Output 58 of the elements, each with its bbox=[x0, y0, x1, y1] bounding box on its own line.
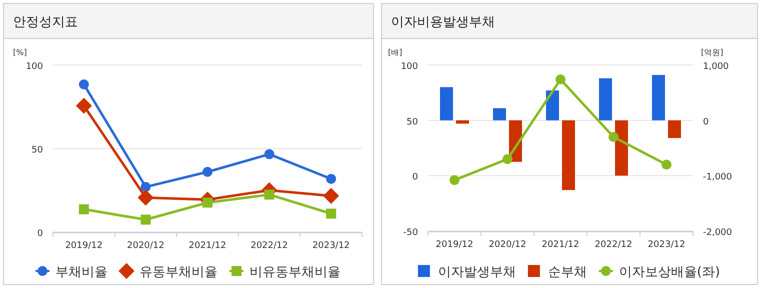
x-tick-label: 2021/12 bbox=[542, 240, 580, 250]
point bbox=[326, 174, 336, 184]
bar bbox=[562, 120, 575, 190]
legend-label: 이자보상배율(좌) bbox=[618, 265, 720, 280]
legend-label: 순부채 bbox=[548, 265, 587, 280]
y-tick-label: 0 bbox=[37, 229, 44, 239]
point bbox=[202, 166, 212, 177]
bar bbox=[615, 120, 628, 176]
point bbox=[662, 160, 672, 170]
x-tick-label: 2022/12 bbox=[250, 241, 288, 251]
y-tick-label: 50 bbox=[32, 146, 44, 156]
y-tick-label: 100 bbox=[400, 62, 418, 72]
y-tick-label: 100 bbox=[26, 62, 44, 72]
x-tick-label: 2020/12 bbox=[488, 240, 526, 250]
y-tick-label: 0 bbox=[412, 172, 418, 183]
point bbox=[264, 190, 274, 200]
x-tick-label: 2020/12 bbox=[127, 241, 164, 251]
chart-title: 이자비용발생부채 bbox=[391, 15, 495, 30]
x-tick-label: 2023/12 bbox=[648, 240, 686, 250]
point bbox=[140, 182, 151, 192]
bar bbox=[440, 87, 453, 120]
y-tick-label: 50 bbox=[406, 117, 418, 128]
point bbox=[78, 204, 89, 214]
x-tick-label: 2019/12 bbox=[65, 241, 103, 251]
bar bbox=[668, 120, 681, 138]
point bbox=[608, 132, 618, 142]
bar bbox=[456, 120, 469, 124]
y2-tick-label: 1,000 bbox=[703, 62, 730, 72]
bar bbox=[493, 108, 506, 120]
point bbox=[76, 98, 92, 114]
point bbox=[450, 175, 460, 186]
point bbox=[326, 208, 336, 219]
legend-label: 이자발생부채 bbox=[438, 265, 516, 280]
legend-label: 유동부채비율 bbox=[140, 265, 218, 280]
point bbox=[264, 149, 274, 160]
bar bbox=[546, 90, 559, 120]
y-axis-title: [%] bbox=[13, 48, 27, 57]
bar bbox=[599, 78, 612, 120]
point bbox=[138, 190, 154, 206]
y2-axis-title: [억원] bbox=[701, 48, 724, 57]
y2-tick-label: -1,000 bbox=[703, 172, 732, 183]
legend-label: 부채비율 bbox=[56, 265, 108, 280]
y2-tick-label: -2,000 bbox=[703, 228, 732, 238]
x-tick-label: 2022/12 bbox=[594, 240, 632, 250]
x-tick-label: 2019/12 bbox=[436, 240, 474, 250]
x-tick-label: 2021/12 bbox=[188, 241, 226, 251]
point bbox=[323, 188, 340, 204]
point bbox=[556, 74, 566, 84]
point bbox=[140, 214, 151, 225]
point bbox=[78, 79, 89, 90]
chart-title: 안정성지표 bbox=[13, 15, 78, 30]
x-tick-label: 2023/12 bbox=[312, 241, 350, 251]
y-axis-title: [배] bbox=[388, 48, 402, 57]
bar bbox=[652, 74, 665, 120]
y-tick-label: -50 bbox=[403, 228, 418, 238]
y2-tick-label: 0 bbox=[703, 117, 709, 128]
point bbox=[502, 154, 512, 164]
legend-label: 비유동부채비율 bbox=[250, 265, 340, 280]
